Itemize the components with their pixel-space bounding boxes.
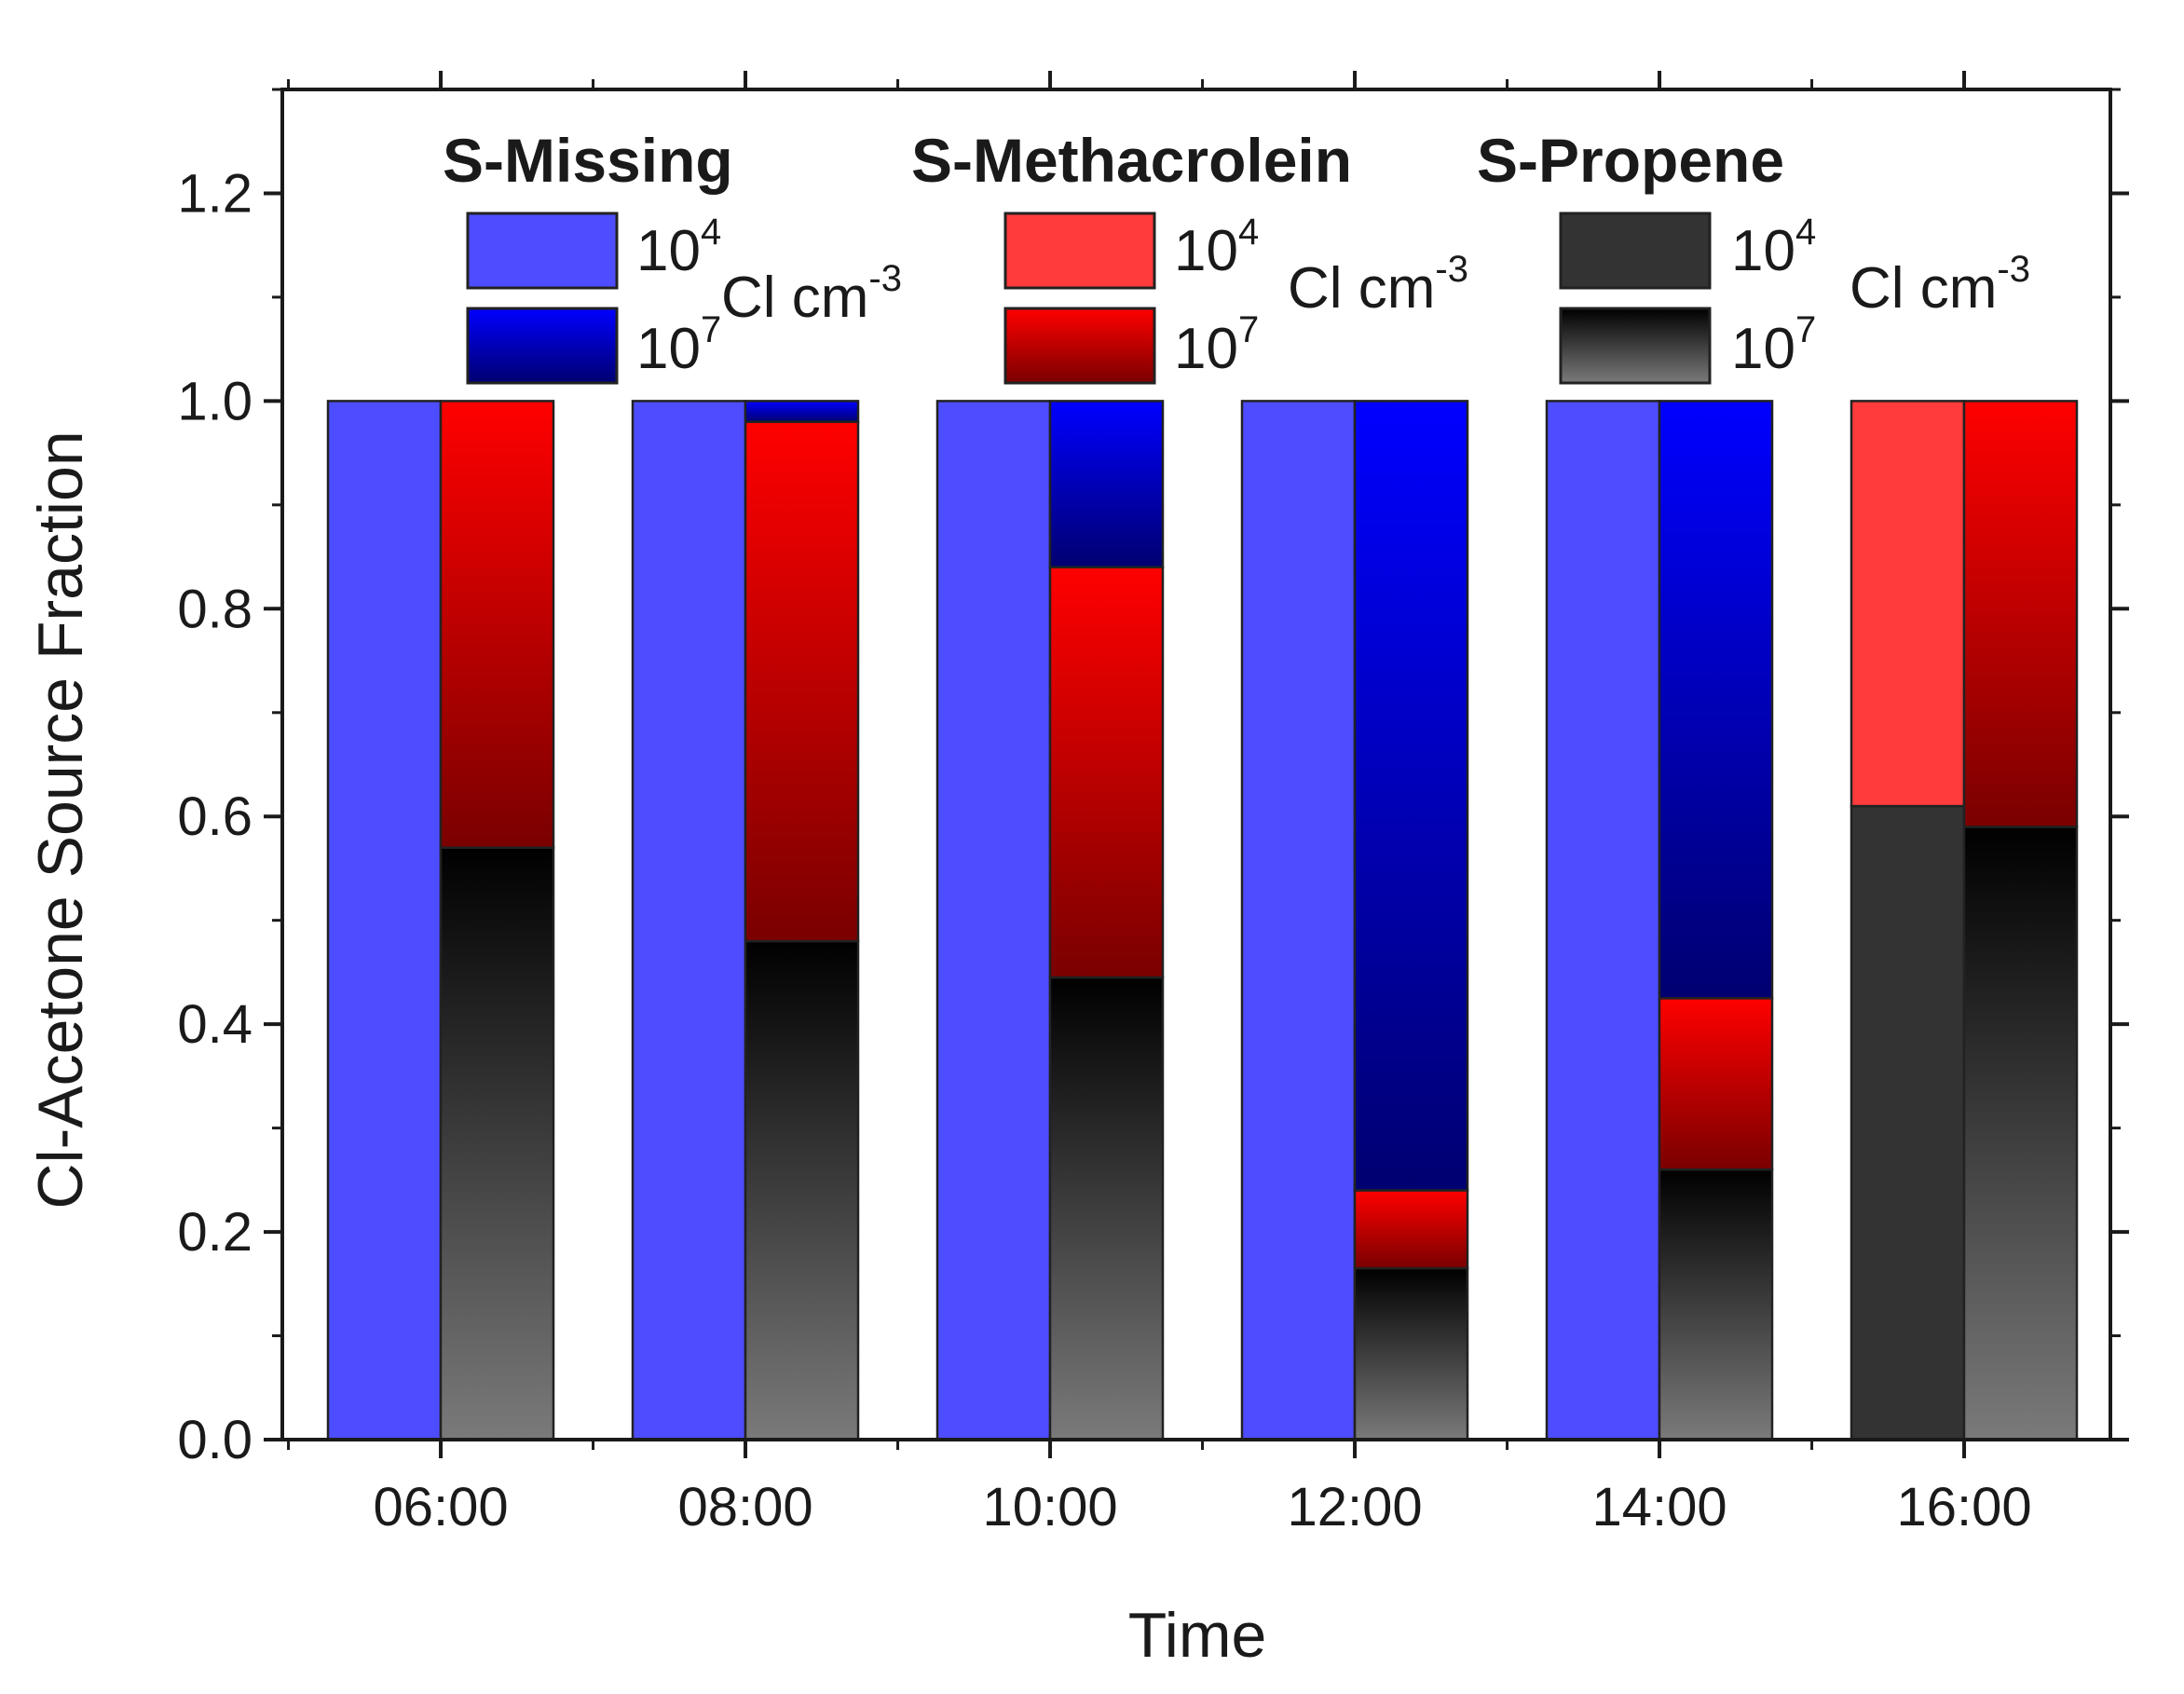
legend-swatch-s-missing-1e4 xyxy=(466,212,619,290)
x-tick-label: 14:00 xyxy=(1591,1477,1727,1537)
legend-unit: Cl cm-3 xyxy=(721,258,902,330)
bar-segment-s-methacrolein-1e7-0800 xyxy=(744,420,860,943)
x-tick-label: 06:00 xyxy=(373,1477,508,1537)
y-tick-label: 0.2 xyxy=(177,1202,253,1263)
bar-segment-s-propene-1e7-1600 xyxy=(1962,826,2079,1441)
bar-segment-s-methacrolein-1e4-1600 xyxy=(1850,400,1966,808)
bar-segment-s-missing-1e4-1200 xyxy=(1240,400,1357,1441)
bar-segment-s-missing-1e7-0800 xyxy=(744,400,860,423)
legend-level-1e7: 107 xyxy=(636,309,721,381)
legend-title-s-methacrolein: S-Methacrolein xyxy=(911,126,1352,195)
legend-group-s-methacrolein: S-Methacrolein 104 107 Cl cm-3 xyxy=(911,126,1468,385)
y-tick-label: 0.0 xyxy=(177,1410,253,1470)
bar-segment-s-methacrolein-1e7-1400 xyxy=(1658,997,1774,1171)
bar-segment-s-missing-1e7-1400 xyxy=(1658,400,1774,1000)
bar-segment-s-propene-1e7-0800 xyxy=(744,939,860,1441)
bar-segment-s-propene-1e7-1200 xyxy=(1353,1266,1469,1441)
legend-swatch-s-propene-1e7 xyxy=(1559,307,1712,385)
axes-layer: 0.0 0.2 0.4 0.6 0.8 1.0 1.2 06:00 08:00 10:00 12:0… xyxy=(177,71,2129,1537)
legend-level-1e4: 104 xyxy=(1731,212,1816,283)
bar-segment-s-propene-1e7-0600 xyxy=(439,846,555,1441)
bar-segment-s-methacrolein-1e7-1000 xyxy=(1048,566,1165,979)
y-tick-label: 0.8 xyxy=(177,579,253,639)
bar-segment-s-methacrolein-1e7-1200 xyxy=(1353,1189,1469,1270)
y-tick-label: 0.6 xyxy=(177,786,253,847)
bars-layer xyxy=(326,400,2079,1441)
legend-group-s-missing: S-Missing 104 107 Cl cm-3 xyxy=(443,126,902,385)
x-tick-label: 12:00 xyxy=(1287,1477,1422,1537)
bar-segment-s-methacrolein-1e7-0600 xyxy=(439,400,555,849)
bar-segment-s-missing-1e4-1000 xyxy=(935,400,1052,1441)
legend-swatch-s-propene-1e4 xyxy=(1559,212,1712,290)
legend-level-1e4: 104 xyxy=(1174,212,1259,283)
bar-segment-s-missing-1e4-1400 xyxy=(1545,400,1661,1441)
legend: S-Missing 104 107 Cl cm-3 S-Methacrolein… xyxy=(443,126,2030,385)
bar-segment-s-missing-1e7-1000 xyxy=(1048,400,1165,568)
x-axis-title: Time xyxy=(1128,1600,1267,1671)
legend-level-1e7: 107 xyxy=(1174,309,1259,381)
legend-swatch-s-methacrolein-1e7 xyxy=(1003,307,1156,385)
x-tick-label: 10:00 xyxy=(982,1477,1117,1537)
y-axis-title: Cl-Acetone Source Fraction xyxy=(25,430,96,1209)
bar-segment-s-missing-1e7-1200 xyxy=(1353,400,1469,1192)
x-tick-label: 08:00 xyxy=(677,1477,812,1537)
legend-swatch-s-methacrolein-1e4 xyxy=(1003,212,1156,290)
legend-swatch-s-missing-1e7 xyxy=(466,307,619,385)
legend-level-1e4: 104 xyxy=(636,212,721,283)
legend-group-s-propene: S-Propene 104 107 Cl cm-3 xyxy=(1477,126,2030,385)
legend-level-1e7: 107 xyxy=(1731,309,1816,381)
y-tick-label: 1.0 xyxy=(177,371,253,431)
bar-segment-s-methacrolein-1e7-1600 xyxy=(1962,400,2079,828)
y-tick-label: 0.4 xyxy=(177,994,253,1055)
legend-title-s-missing: S-Missing xyxy=(443,126,733,195)
bar-segment-s-propene-1e4-1600 xyxy=(1850,804,1966,1441)
bar-segment-s-missing-1e4-0800 xyxy=(631,400,747,1441)
legend-unit: Cl cm-3 xyxy=(1288,249,1468,321)
y-tick-label: 1.2 xyxy=(177,163,253,224)
x-tick-label: 16:00 xyxy=(1896,1477,2031,1537)
legend-unit: Cl cm-3 xyxy=(1850,249,2030,321)
plot-frame xyxy=(280,88,2112,1441)
bar-segment-s-missing-1e4-0600 xyxy=(326,400,443,1441)
legend-title-s-propene: S-Propene xyxy=(1477,126,1784,195)
bar-segment-s-propene-1e7-1000 xyxy=(1048,976,1165,1441)
bar-segment-s-propene-1e7-1400 xyxy=(1658,1168,1774,1441)
